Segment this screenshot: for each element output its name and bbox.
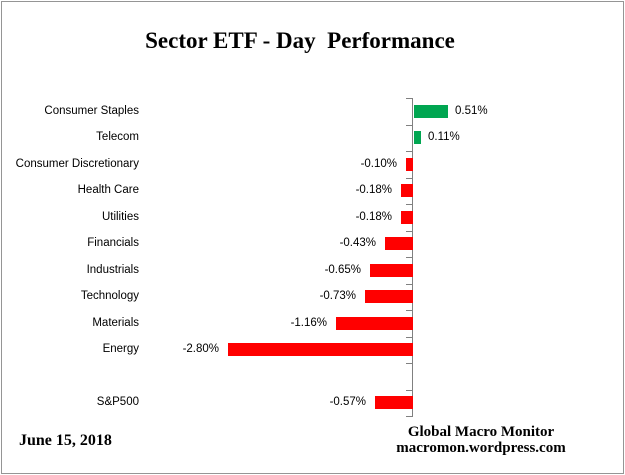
value-label: -0.10%: [360, 157, 397, 170]
data-bar: [414, 104, 448, 118]
data-bar: [414, 131, 421, 145]
data-bar: [385, 237, 413, 251]
value-label: 0.11%: [428, 131, 460, 144]
date-label: June 15, 2018: [19, 432, 112, 449]
axis-tick: [406, 124, 413, 126]
axis-tick: [406, 389, 413, 391]
data-bar: [336, 316, 413, 330]
data-bar: [228, 343, 413, 357]
value-label: -0.57%: [329, 396, 366, 409]
axis-tick: [406, 363, 413, 364]
category-label: Consumer Discretionary: [15, 157, 139, 170]
credit-line-1: Global Macro Monitor: [407, 424, 555, 440]
category-label: Utilities: [101, 210, 139, 223]
axis-tick: [406, 283, 413, 285]
credit-line-2: macromon.wordpress.com: [396, 440, 566, 456]
category-label: Energy: [102, 343, 139, 356]
axis-tick: [406, 98, 413, 99]
axis-tick: [406, 310, 413, 311]
data-bar: [401, 184, 413, 198]
value-label: -0.73%: [319, 290, 356, 303]
axis-tick: [406, 204, 413, 205]
value-label: -1.16%: [290, 316, 327, 329]
value-label: -0.43%: [339, 237, 376, 250]
category-label: Financials: [87, 237, 139, 250]
data-bar: [406, 157, 413, 171]
data-bar: [370, 263, 413, 277]
value-label: -2.80%: [182, 343, 219, 356]
value-label: -0.65%: [324, 263, 361, 276]
data-bar: [401, 210, 413, 224]
axis-tick: [406, 230, 413, 232]
axis-tick: [406, 151, 413, 152]
category-label: Telecom: [96, 131, 139, 144]
value-label: -0.18%: [355, 184, 392, 197]
category-label: Materials: [92, 316, 139, 329]
axis-tick: [406, 416, 413, 417]
category-label: Industrials: [86, 263, 139, 276]
chart-title: Sector ETF - Day Performance: [145, 28, 455, 53]
axis-tick: [406, 336, 413, 338]
axis-tick: [406, 177, 413, 179]
data-bar: [365, 290, 413, 304]
value-label: 0.51%: [455, 104, 488, 117]
data-bar: [375, 396, 413, 410]
category-label: Consumer Staples: [44, 104, 139, 117]
axis-tick: [406, 257, 413, 258]
category-label: Technology: [80, 290, 139, 303]
category-label: Health Care: [77, 184, 139, 197]
value-label: -0.18%: [355, 210, 392, 223]
category-label: S&P500: [96, 396, 139, 409]
credit-block: Global Macro Monitor macromon.wordpress.…: [390, 424, 572, 456]
